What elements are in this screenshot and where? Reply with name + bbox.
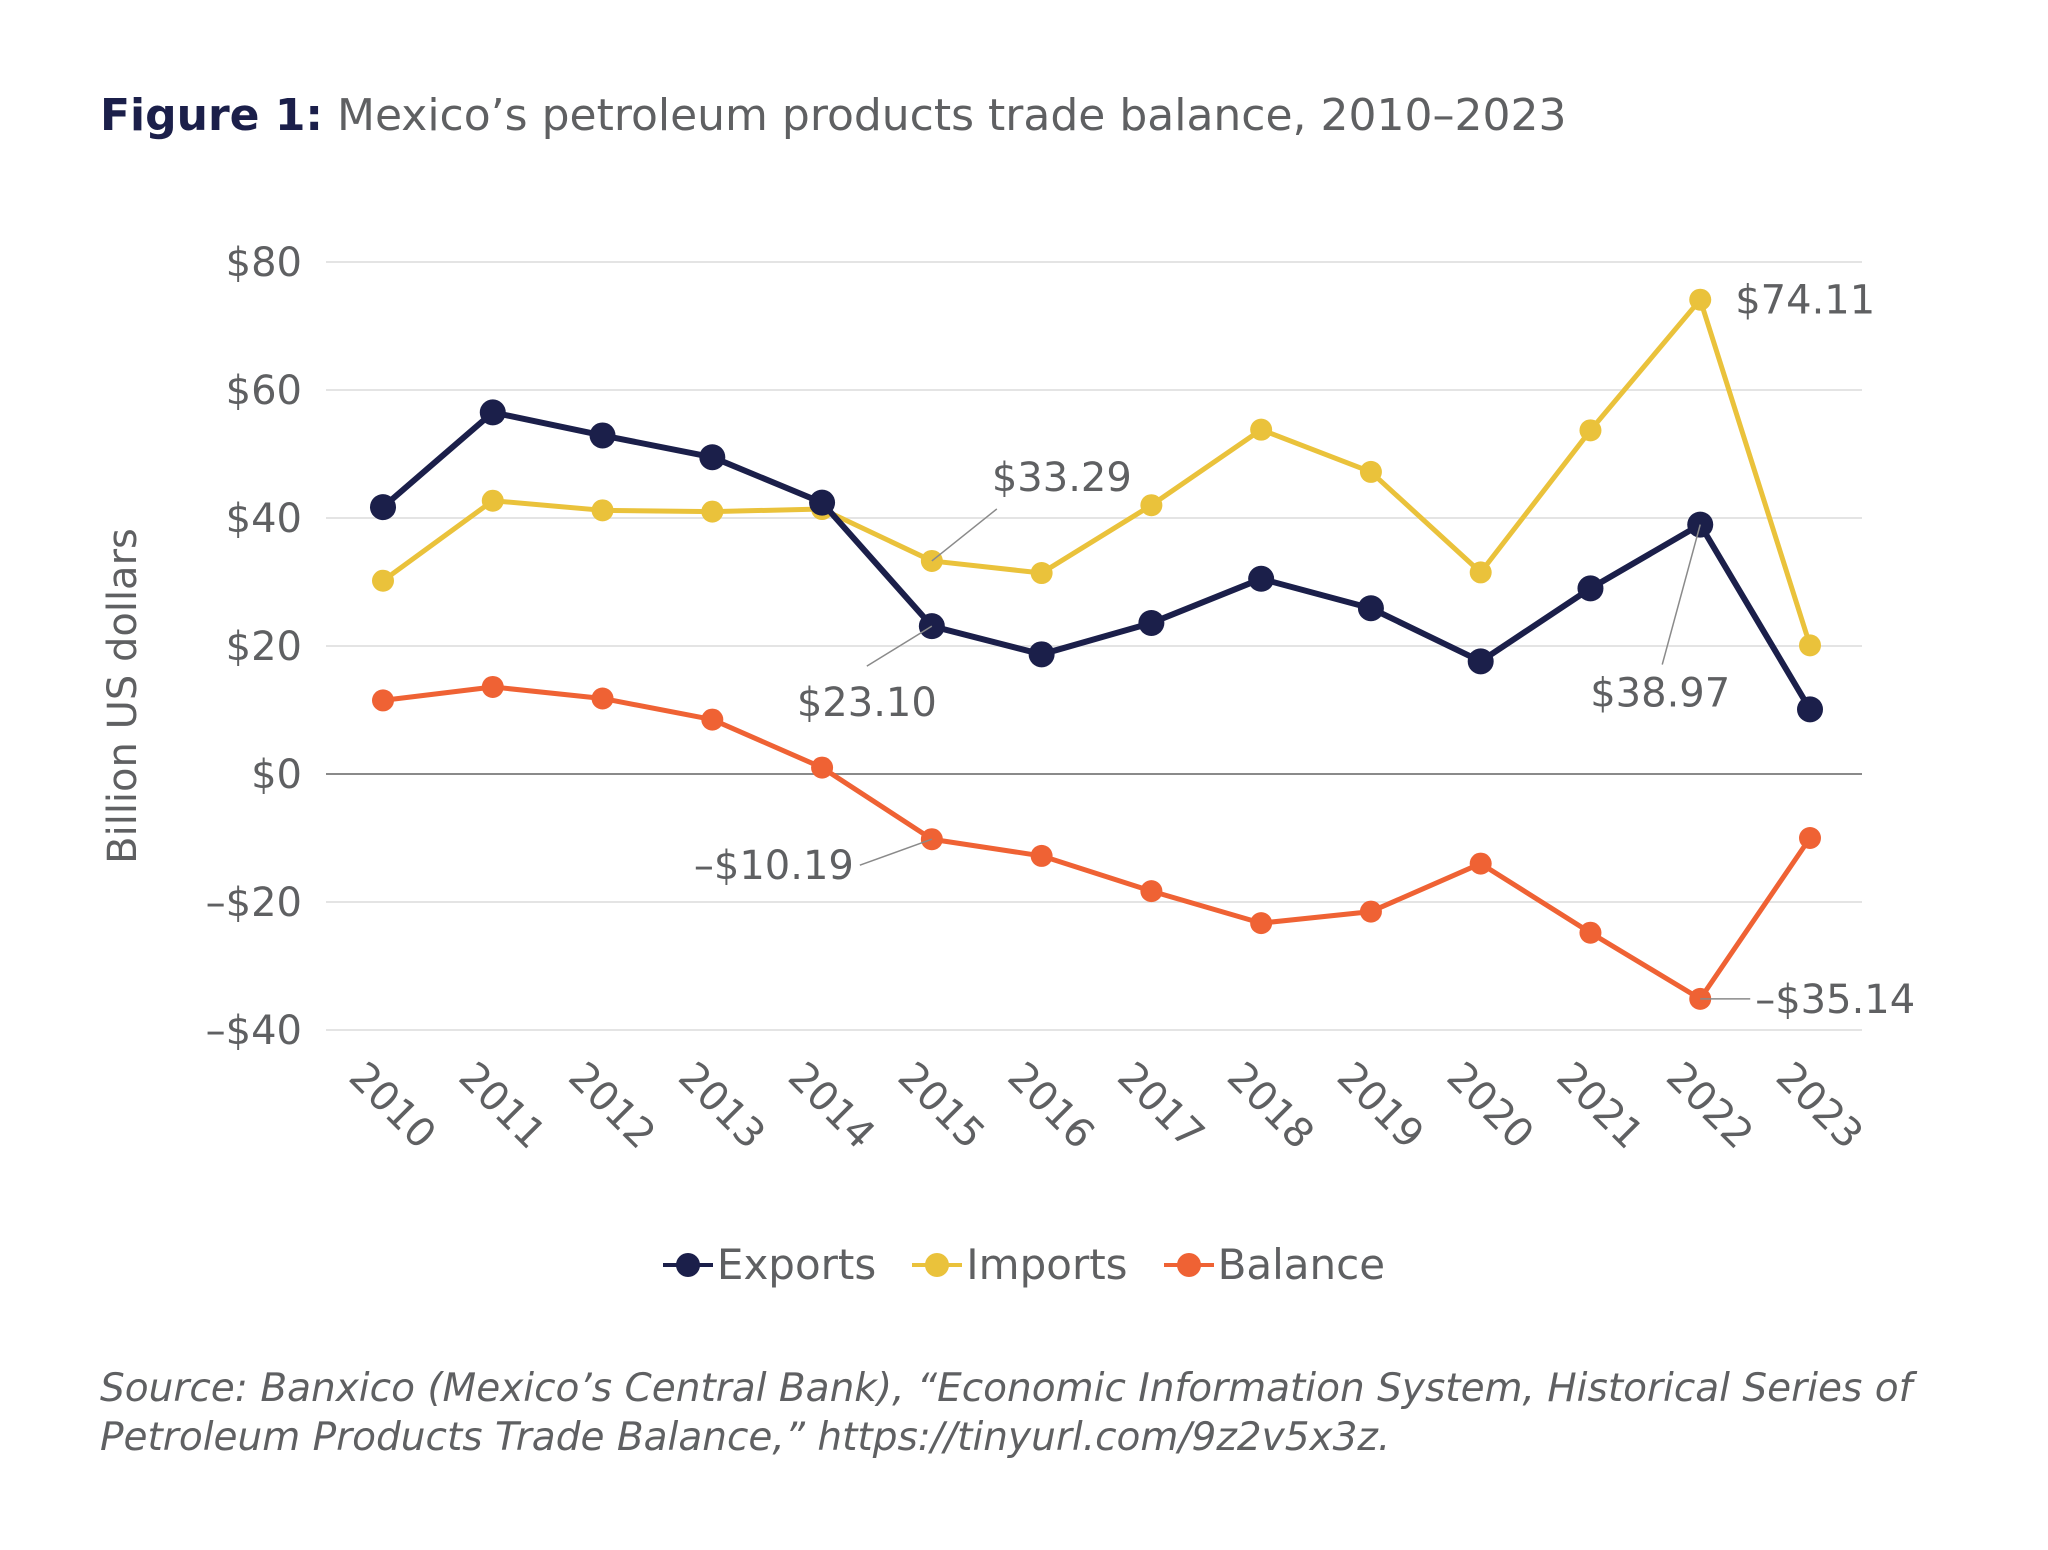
data-point-balance: [1359, 900, 1382, 923]
x-tick-label: 2021: [1547, 1054, 1652, 1159]
legend-marker-exports: [662, 1250, 713, 1280]
x-tick-label: 2023: [1767, 1054, 1872, 1159]
data-label: –$10.19: [694, 843, 854, 889]
series-line-exports: [381, 409, 1813, 711]
data-point-imports: [1799, 634, 1821, 657]
legend-marker-imports: [912, 1250, 963, 1280]
legend-label-imports: Imports: [966, 1240, 1128, 1289]
data-point-balance: [1469, 852, 1492, 875]
legend-marker-balance: [1163, 1250, 1214, 1280]
data-point-balance: [1140, 880, 1163, 903]
annotation-leader: [859, 838, 933, 866]
data-point-balance: [372, 689, 394, 712]
data-point-balance: [1579, 921, 1602, 944]
data-point-exports: [1577, 575, 1604, 602]
data-point-exports: [1138, 609, 1165, 636]
data-point-exports: [1467, 648, 1494, 675]
x-tick-label: 2015: [889, 1054, 994, 1159]
data-point-exports: [699, 444, 726, 471]
data-point-imports: [591, 499, 614, 522]
data-label: $23.10: [797, 680, 937, 726]
data-point-imports: [372, 569, 394, 592]
data-point-exports: [479, 399, 506, 426]
chart-legend: Exports Imports Balance: [0, 1240, 2048, 1289]
data-point-imports: [481, 489, 504, 512]
series-line-balance: [382, 684, 1813, 1002]
data-point-exports: [370, 494, 396, 521]
data-point-exports: [1248, 565, 1275, 592]
y-tick-label: $80: [226, 240, 302, 286]
data-point-exports: [1028, 641, 1055, 668]
x-tick-label: 2019: [1328, 1054, 1433, 1159]
y-tick-label: $60: [226, 368, 302, 414]
x-tick-label: 2011: [450, 1054, 555, 1159]
chart-title: Figure 1: Mexico’s petroleum products tr…: [100, 90, 1566, 141]
y-tick-label: $0: [251, 752, 302, 798]
data-label: $74.11: [1735, 278, 1875, 324]
data-point-balance: [591, 687, 614, 710]
legend-item-imports: Imports: [912, 1240, 1128, 1289]
data-point-imports: [701, 500, 724, 523]
data-label: $33.29: [992, 455, 1132, 501]
data-point-imports: [1359, 460, 1382, 483]
data-point-exports: [1797, 696, 1823, 723]
data-point-imports: [1140, 494, 1163, 517]
x-tick-label: 2022: [1657, 1054, 1762, 1159]
data-point-balance: [1030, 844, 1053, 867]
x-tick-label: 2017: [1108, 1054, 1213, 1159]
data-label: $38.97: [1590, 671, 1730, 717]
data-point-exports: [589, 422, 616, 449]
annotation-leader: [1661, 524, 1701, 665]
source-note: Source: Banxico (Mexico’s Central Bank),…: [100, 1366, 1913, 1460]
line-chart: $80 $60 $40 $20 $0 –$20 –$40 Billion US dollars…: [100, 240, 1915, 1159]
x-tick-label: 2018: [1218, 1054, 1323, 1159]
data-point-imports: [1469, 561, 1492, 584]
y-tick-label: $40: [226, 496, 302, 542]
y-tick-label: –$40: [206, 1008, 302, 1054]
figure-number: Figure 1:: [100, 90, 324, 141]
data-point-balance: [481, 675, 504, 698]
legend-item-balance: Balance: [1163, 1240, 1386, 1289]
data-point-balance: [701, 708, 724, 731]
data-point-exports: [809, 489, 836, 516]
data-label: –$35.14: [1755, 977, 1915, 1023]
annotation-leader: [931, 508, 998, 562]
data-point-imports: [1579, 419, 1602, 442]
x-tick-label: 2013: [669, 1054, 774, 1159]
x-tick-label: 2020: [1438, 1054, 1543, 1159]
x-tick-label: 2010: [340, 1054, 445, 1159]
data-point-imports: [1689, 288, 1712, 311]
data-point-imports: [1030, 562, 1053, 585]
legend-label-balance: Balance: [1217, 1240, 1386, 1289]
annotation-leader: [866, 625, 933, 667]
x-tick-label: 2012: [559, 1054, 664, 1159]
data-point-imports: [1250, 418, 1273, 441]
series-line-imports: [381, 297, 1813, 647]
legend-label-exports: Exports: [716, 1240, 877, 1289]
y-tick-label: –$20: [206, 880, 302, 926]
data-point-balance: [1250, 912, 1273, 935]
data-point-balance: [1799, 827, 1821, 849]
y-tick-label: $20: [226, 624, 302, 670]
x-tick-label: 2014: [779, 1054, 884, 1159]
x-tick-label: 2016: [999, 1054, 1104, 1159]
y-axis-label: Billion US dollars: [100, 528, 146, 864]
figure-title-text: Mexico’s petroleum products trade balanc…: [337, 90, 1567, 141]
data-point-exports: [1357, 595, 1384, 622]
data-point-balance: [811, 756, 834, 779]
legend-item-exports: Exports: [662, 1240, 877, 1289]
